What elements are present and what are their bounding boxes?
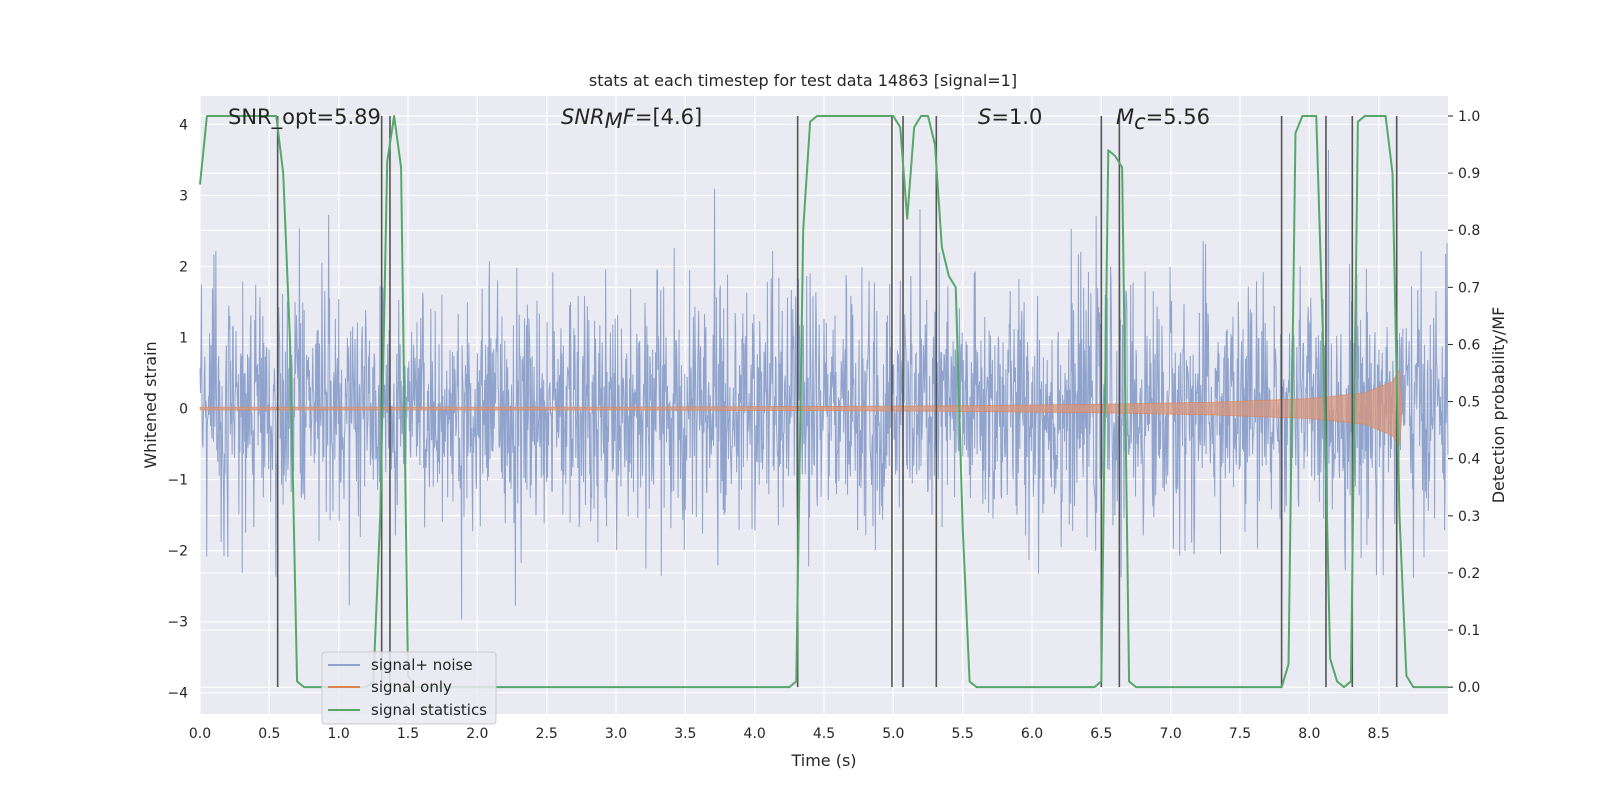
x-tick-label: 3.5: [674, 726, 696, 742]
x-tick-labels: 0.0 0.5 1.0 1.5 2.0 2.5 3.0 3.5 4.0 4.5 5.0 5.5 6.0 6…: [189, 726, 1390, 742]
y-tick-label: 0: [179, 402, 188, 418]
x-tick-label: 1.0: [328, 726, 350, 742]
x-tick-label: 5.5: [952, 726, 974, 742]
signal-statistics-line: [199, 114, 1448, 689]
x-tick-label: 4.0: [744, 726, 766, 742]
s-value: =1.0: [991, 105, 1042, 129]
x-tick-label: 0.0: [189, 726, 211, 742]
snr-mf-main2: F: [623, 105, 636, 129]
y2-tick-label: 0.4: [1458, 452, 1480, 468]
chart-title: stats at each timestep for test data 148…: [589, 71, 1017, 90]
y2-axis-label: Detection probability/MF: [1489, 307, 1508, 504]
x-tick-label: 1.5: [397, 726, 419, 742]
mc-value: =5.56: [1146, 105, 1210, 129]
x-tick-label: 6.5: [1090, 726, 1112, 742]
y-tick-label: −3: [167, 615, 188, 631]
x-tick-label: 5.0: [882, 726, 904, 742]
annotation-snr-opt: SNR_opt=5.89: [228, 105, 381, 130]
signal-plus-noise-line: [199, 149, 1449, 620]
legend-label-signal-plus-noise: signal+ noise: [371, 656, 473, 674]
snr-mf-main: SNR: [561, 105, 605, 129]
y-tick-label: 2: [179, 259, 188, 275]
series-signal-statistics: [199, 114, 1448, 689]
x-tick-label: 7.0: [1160, 726, 1182, 742]
y-tick-label: 4: [179, 117, 188, 133]
y-tick-label: −4: [167, 686, 188, 702]
legend-box: [321, 651, 497, 725]
y-axis-label: Whitened strain: [141, 341, 160, 468]
legend-label-signal-statistics: signal statistics: [371, 701, 487, 719]
y2-tick-label: 0.1: [1458, 623, 1480, 639]
y2-tick-labels: 1.0 0.9 0.8 0.7 0.6 0.5 0.4 0.3 0.2 0.1 0.0: [1448, 109, 1480, 696]
x-tick-label: 3.0: [605, 726, 627, 742]
mc-var: M: [1116, 105, 1134, 129]
x-tick-label: 7.5: [1229, 726, 1251, 742]
y-tick-labels: 4 3 2 1 0 −1 −2 −3 −4: [167, 117, 188, 701]
legend: signal+ noise signal only signal statist…: [321, 651, 497, 725]
y2-tick-label: 0.0: [1458, 680, 1480, 696]
mc-sub: c: [1134, 110, 1146, 134]
annotation-snr-mf: SNRMF=[4.6]: [561, 105, 702, 133]
y2-tick-label: 0.3: [1458, 509, 1480, 525]
snr-mf-sub: M: [605, 109, 623, 133]
y-tick-label: 1: [179, 331, 188, 347]
y2-tick-label: 0.6: [1458, 337, 1480, 353]
y2-tick-label: 0.7: [1458, 280, 1480, 296]
y2-tick-label: 0.8: [1458, 223, 1480, 239]
series-signal-plus-noise: [199, 149, 1449, 620]
snr-mf-value: =[4.6]: [635, 105, 702, 129]
s-var: S: [978, 105, 991, 129]
x-tick-label: 8.5: [1368, 726, 1390, 742]
x-axis-label: Time (s): [790, 751, 856, 770]
legend-label-signal-only: signal only: [371, 678, 452, 696]
y2-tick-label: 0.5: [1458, 395, 1480, 411]
annotation-s: S=1.0: [978, 105, 1042, 129]
x-tick-label: 6.0: [1021, 726, 1043, 742]
y-tick-label: 3: [179, 188, 188, 204]
y-tick-label: −2: [167, 544, 188, 560]
x-tick-label: 0.5: [258, 726, 280, 742]
x-tick-label: 2.5: [536, 726, 558, 742]
x-tick-label: 4.5: [813, 726, 835, 742]
annotation-mc: Mc=5.56: [1116, 105, 1210, 134]
y2-tick-label: 1.0: [1458, 109, 1480, 125]
x-tick-label: 8.0: [1298, 726, 1320, 742]
y2-tick-label: 0.9: [1458, 166, 1480, 182]
x-tick-label: 2.0: [466, 726, 488, 742]
y2-tick-label: 0.2: [1458, 566, 1480, 582]
y-tick-label: −1: [167, 473, 188, 489]
